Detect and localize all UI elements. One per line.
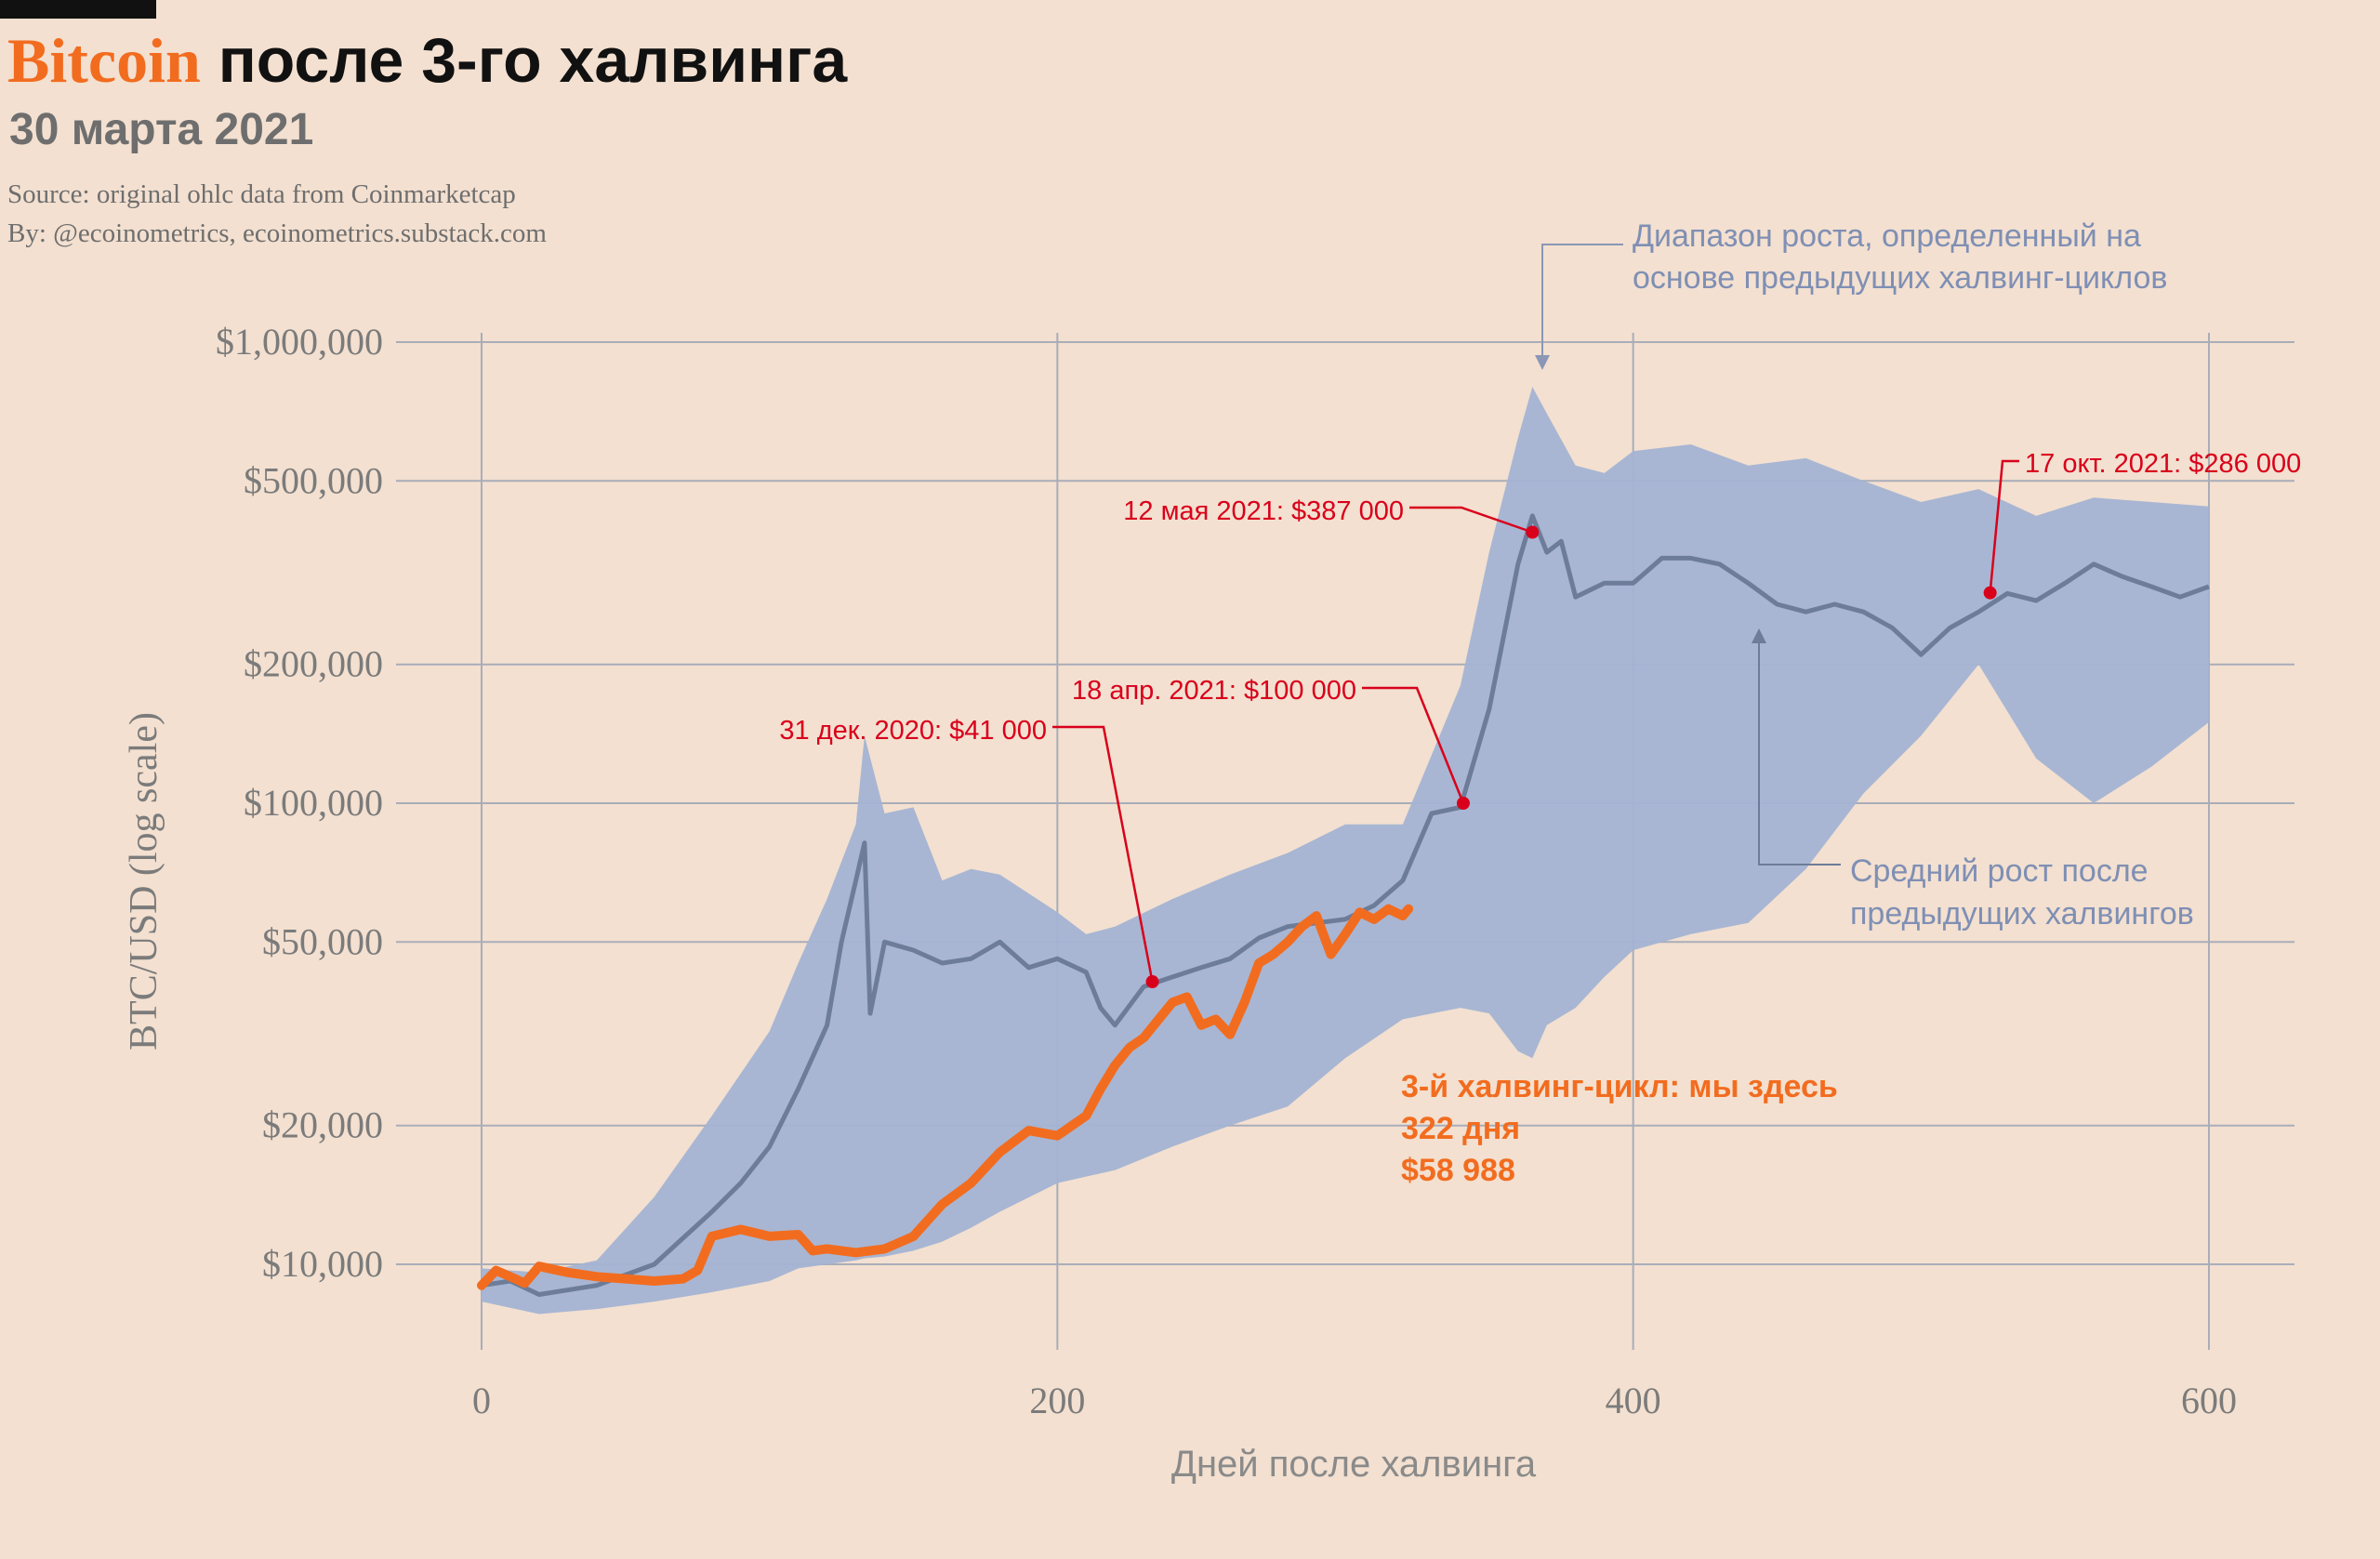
y-tick-label: $10,000 [262, 1243, 383, 1285]
annotation-point [1526, 525, 1540, 539]
y-tick-label: $1,000,000 [216, 321, 383, 363]
x-tick-label: 200 [1029, 1380, 1085, 1421]
chart-title: Bitcoin после 3-го халвинга [7, 24, 847, 98]
annotation-layer: 31 дек. 2020: $41 000 18 апр. 2021: $100 … [779, 244, 2301, 989]
annotation-point [1145, 975, 1159, 989]
y-axis-title: BTC/USD (log scale) [123, 712, 165, 1050]
band-note-line-2: основе предыдущих халвинг-циклов [1633, 260, 2167, 296]
current-note-line-1: 3-й халвинг-цикл: мы здесь [1401, 1069, 1838, 1104]
annotation-leader [1362, 686, 1465, 804]
average-note-arrowhead [1752, 628, 1766, 643]
chart-subtitle: 30 марта 2021 [9, 105, 314, 154]
band-note-leader [1541, 244, 1623, 363]
annotation-leader [1409, 506, 1533, 534]
annotation-label: 17 окт. 2021: $286 000 [2025, 449, 2301, 479]
grid-layer: $10,000 $20,000 $50,000 $100,000 $200,000 $50… [216, 321, 2294, 1421]
annotation-leader [1989, 459, 2019, 593]
current-note-line-2: 322 дня [1401, 1111, 1520, 1146]
x-tick-label: 0 [472, 1380, 491, 1421]
annotation-point [1456, 797, 1470, 810]
annotation-label: 31 дек. 2020: $41 000 [779, 716, 1047, 746]
x-axis-title: Дней после халвинга [1171, 1444, 1537, 1485]
annotation-leader [1052, 725, 1154, 983]
top-bar [0, 0, 156, 19]
annotation-label: 18 апр. 2021: $100 000 [1072, 676, 1356, 706]
current-note-line-3: $58 988 [1401, 1153, 1515, 1188]
x-tick-label: 600 [2181, 1380, 2237, 1421]
average-note-line-2: предыдущих халвингов [1850, 896, 2194, 931]
band-note-line-1: Диапазон роста, определенный на [1633, 218, 2141, 254]
growth-range-band [482, 387, 2209, 1315]
average-note-line-1: Средний рост после [1850, 853, 2149, 889]
title-rest: после 3-го халвинга [200, 25, 848, 96]
band-note-arrowhead [1535, 355, 1550, 370]
y-tick-label: $50,000 [262, 920, 383, 962]
current-cycle-line [477, 904, 1414, 1290]
title-brand: Bitcoin [7, 25, 201, 96]
y-tick-label: $20,000 [262, 1104, 383, 1146]
x-tick-label: 400 [1606, 1380, 1661, 1421]
annotation-point [1983, 586, 1997, 600]
y-tick-label: $200,000 [244, 643, 383, 685]
author-credit: By: @ecoinometrics, ecoinometrics.substa… [7, 218, 547, 248]
average-note-leader [1758, 637, 1841, 865]
source-credit: Source: original ohlc data from Coinmark… [7, 179, 516, 209]
annotation-label: 12 мая 2021: $387 000 [1123, 496, 1404, 526]
y-tick-label: $500,000 [244, 459, 383, 501]
y-tick-label: $100,000 [244, 782, 383, 824]
